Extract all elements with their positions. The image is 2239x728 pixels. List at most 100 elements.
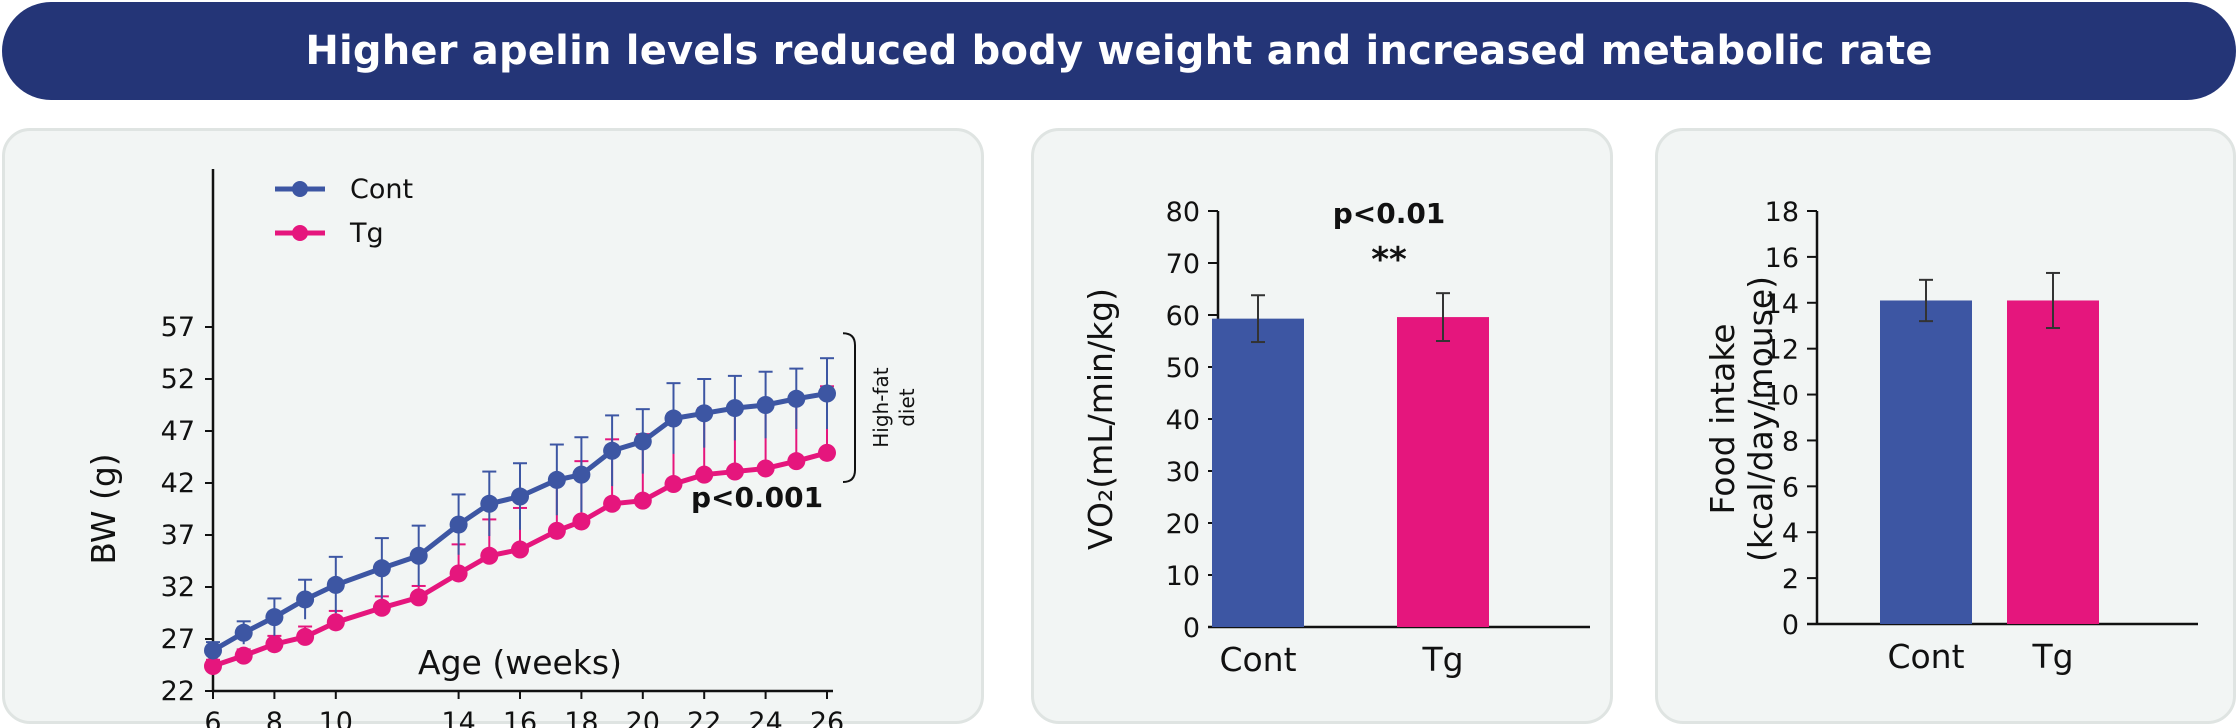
cont-data-point (603, 441, 622, 460)
y-tick-label: 6 (1782, 472, 1799, 503)
y-tick-label: 2 (1782, 564, 1799, 595)
tg-data-point (725, 462, 744, 481)
p-value-annotation: p<0.001 (691, 481, 823, 514)
tg-data-point (756, 459, 775, 478)
tg-data-point (572, 512, 591, 531)
y-tick-label: 60 (1166, 301, 1200, 332)
cont-data-point (234, 623, 253, 642)
body-weight-line-chart: 22 27 32 37 42 47 52 57 6 8 10 14 16 18 20 22 24 26 Age (w… (84, 169, 919, 728)
tg-data-point (326, 613, 345, 632)
y-tick-label: 22 (161, 676, 195, 707)
cont-data-point (296, 590, 315, 609)
food-intake-bar-chart: 0 2 4 6 8 10 12 14 16 18 Cont Tg Food intake (kcal/da… (1703, 197, 2198, 676)
y-tick-label: 14 (1765, 289, 1799, 320)
tg-data-point (511, 540, 529, 559)
cont-data-point (409, 546, 428, 565)
cont-data-point (449, 515, 468, 534)
panel-food-intake: 0 2 4 6 8 10 12 14 16 18 Cont Tg Food intake (kcal/da… (1655, 128, 2236, 724)
y-tick-label: 12 (1765, 335, 1799, 366)
panel-vo2: 0 10 20 30 40 50 60 70 80 Cont Tg VO₂(mL/min/kg) p<0… (1031, 128, 1613, 724)
x-tick-label: 26 (810, 707, 844, 728)
cont-category-label: Cont (1219, 640, 1296, 679)
y-tick-label: 50 (1166, 353, 1200, 384)
tg-data-point (234, 646, 253, 665)
tg-data-point (204, 657, 222, 676)
cont-bar (1212, 318, 1304, 627)
y-tick-label: 10 (1166, 561, 1200, 592)
significance-stars: ** (1371, 240, 1407, 280)
y-tick-label: 52 (161, 364, 195, 395)
y-tick-label: 20 (1166, 509, 1200, 540)
tg-category-label: Tg (1421, 640, 1463, 679)
y-tick-label: 37 (161, 520, 195, 551)
cont-data-point (572, 465, 591, 484)
tg-data-point (265, 635, 284, 654)
y-tick-label: 40 (1166, 405, 1200, 436)
legend-tg-label: Tg (349, 218, 384, 249)
y-tick-label: 27 (161, 624, 195, 655)
x-tick-label: 8 (266, 707, 283, 728)
panel-body-weight: 22 27 32 37 42 47 52 57 6 8 10 14 16 18 20 22 24 26 Age (w… (2, 128, 984, 728)
y-tick-label: 47 (161, 416, 195, 447)
cont-bar (1880, 300, 1972, 624)
tg-data-point (449, 564, 468, 583)
y-tick-label: 32 (161, 572, 195, 603)
tg-data-point (695, 465, 714, 484)
cont-data-point (265, 608, 284, 627)
tg-data-point (409, 588, 428, 607)
y-tick-label: 0 (1183, 613, 1200, 644)
tg-bar (1397, 317, 1489, 627)
title-banner: Higher apelin levels reduced body weight… (2, 2, 2236, 100)
tg-data-point (633, 491, 652, 510)
y-tick-label: 80 (1166, 197, 1200, 228)
p-value-annotation: p<0.01 (1333, 197, 1446, 230)
x-tick-label: 22 (687, 707, 721, 728)
y-axis-title: VO₂(mL/min/kg) (1081, 288, 1120, 550)
y-tick-label: 10 (1765, 381, 1799, 412)
cont-data-point (480, 494, 499, 513)
bracket-label-line2: diet (895, 388, 919, 427)
cont-category-label: Cont (1887, 637, 1964, 676)
legend-cont-label: Cont (350, 174, 413, 205)
bracket-label-line1: High-fat (869, 367, 893, 447)
legend-tg-marker (292, 225, 308, 241)
cont-data-point (204, 641, 222, 660)
cont-data-point (756, 396, 775, 414)
tg-data-point (547, 521, 566, 540)
y-tick-label: 16 (1765, 243, 1799, 274)
y-axis-title-line2: (kcal/day/mouse) (1741, 276, 1780, 562)
y-tick-label: 42 (161, 468, 195, 499)
x-tick-label: 10 (319, 707, 353, 728)
x-tick-label: 24 (748, 707, 782, 728)
x-tick-label: 16 (503, 707, 537, 728)
tg-data-point (296, 627, 315, 646)
tg-data-point (480, 546, 499, 565)
y-axis-title-line1: Food intake (1703, 323, 1742, 514)
tg-data-point (664, 475, 683, 494)
cont-data-point (547, 470, 566, 489)
y-tick-label: 8 (1782, 426, 1799, 457)
x-tick-label: 20 (626, 707, 660, 728)
x-axis-title: Age (weeks) (418, 643, 622, 682)
cont-data-point (787, 389, 806, 408)
tg-bar (2007, 300, 2099, 624)
cont-data-point (326, 575, 345, 594)
tg-category-label: Tg (2031, 637, 2073, 676)
tg-data-point (818, 443, 836, 462)
y-tick-label: 4 (1782, 518, 1799, 549)
x-tick-label: 18 (564, 707, 598, 728)
cont-data-point (511, 487, 529, 506)
cont-data-point (664, 409, 683, 428)
x-tick-label: 14 (441, 707, 475, 728)
y-tick-label: 57 (161, 312, 195, 343)
page-title: Higher apelin levels reduced body weight… (305, 28, 1933, 74)
cont-data-point (818, 384, 836, 403)
y-tick-label: 70 (1166, 249, 1200, 280)
y-tick-label: 18 (1765, 197, 1799, 228)
cont-data-point (372, 559, 391, 578)
tg-data-point (372, 598, 391, 617)
high-fat-diet-bracket (842, 332, 856, 483)
tg-data-point (787, 452, 806, 471)
cont-data-point (633, 432, 652, 451)
y-tick-label: 0 (1782, 610, 1799, 641)
